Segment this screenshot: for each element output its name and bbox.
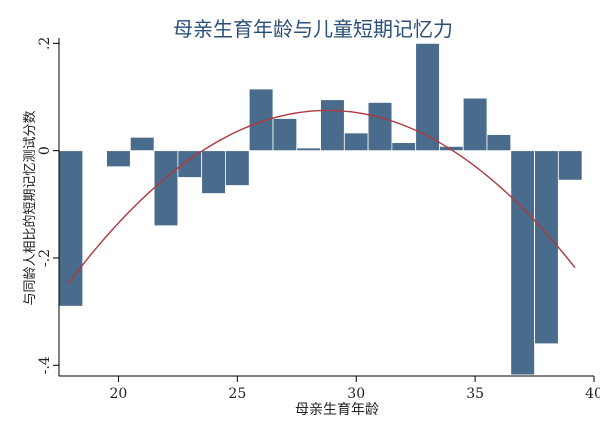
bar-age-24 <box>201 150 226 194</box>
bar-age-37 <box>510 150 535 376</box>
bar-age-30 <box>343 132 369 152</box>
bar-age-22 <box>153 150 179 227</box>
y-tick-label-0: -.4 <box>37 356 53 374</box>
bar-age-31 <box>367 101 393 152</box>
bar-age-32 <box>391 142 417 152</box>
bar-age-27 <box>272 118 298 152</box>
bar-age-36 <box>486 134 512 152</box>
bar-age-23 <box>177 150 203 178</box>
y-tick-label-3: .2 <box>37 37 53 50</box>
fit-curve-layer <box>67 109 576 284</box>
x-tick-label-30: 30 <box>347 386 365 402</box>
axes-layer: 20 25 30 35 40 -.4 -.2 0 .2 <box>37 37 600 402</box>
bar-age-33 <box>415 42 440 152</box>
bar-age-35 <box>462 97 488 152</box>
bar-age-29 <box>320 99 345 152</box>
bar-age-18 <box>58 150 84 307</box>
x-tick-label-25: 25 <box>228 386 246 402</box>
bar-age-39 <box>557 150 583 181</box>
y-axis-label: 与同龄人相比的短期记忆测试分数 <box>22 110 38 305</box>
bar-age-25 <box>225 150 250 186</box>
x-tick-label-35: 35 <box>466 386 484 402</box>
bar-age-28 <box>296 147 321 152</box>
fit-curve <box>67 109 576 284</box>
x-tick-label-40: 40 <box>585 386 600 402</box>
y-tick-label-1: -.2 <box>37 249 53 267</box>
bar-age-21 <box>129 136 155 152</box>
x-tick-label-20: 20 <box>110 386 128 402</box>
chart-title: 母亲生育年龄与儿童短期记忆力 <box>173 17 453 41</box>
bar-age-38 <box>534 150 559 345</box>
x-axis-label: 母亲生育年龄 <box>295 402 379 418</box>
bars-layer <box>58 42 583 376</box>
bar-age-20 <box>106 150 131 168</box>
y-tick-label-2: 0 <box>37 146 53 155</box>
